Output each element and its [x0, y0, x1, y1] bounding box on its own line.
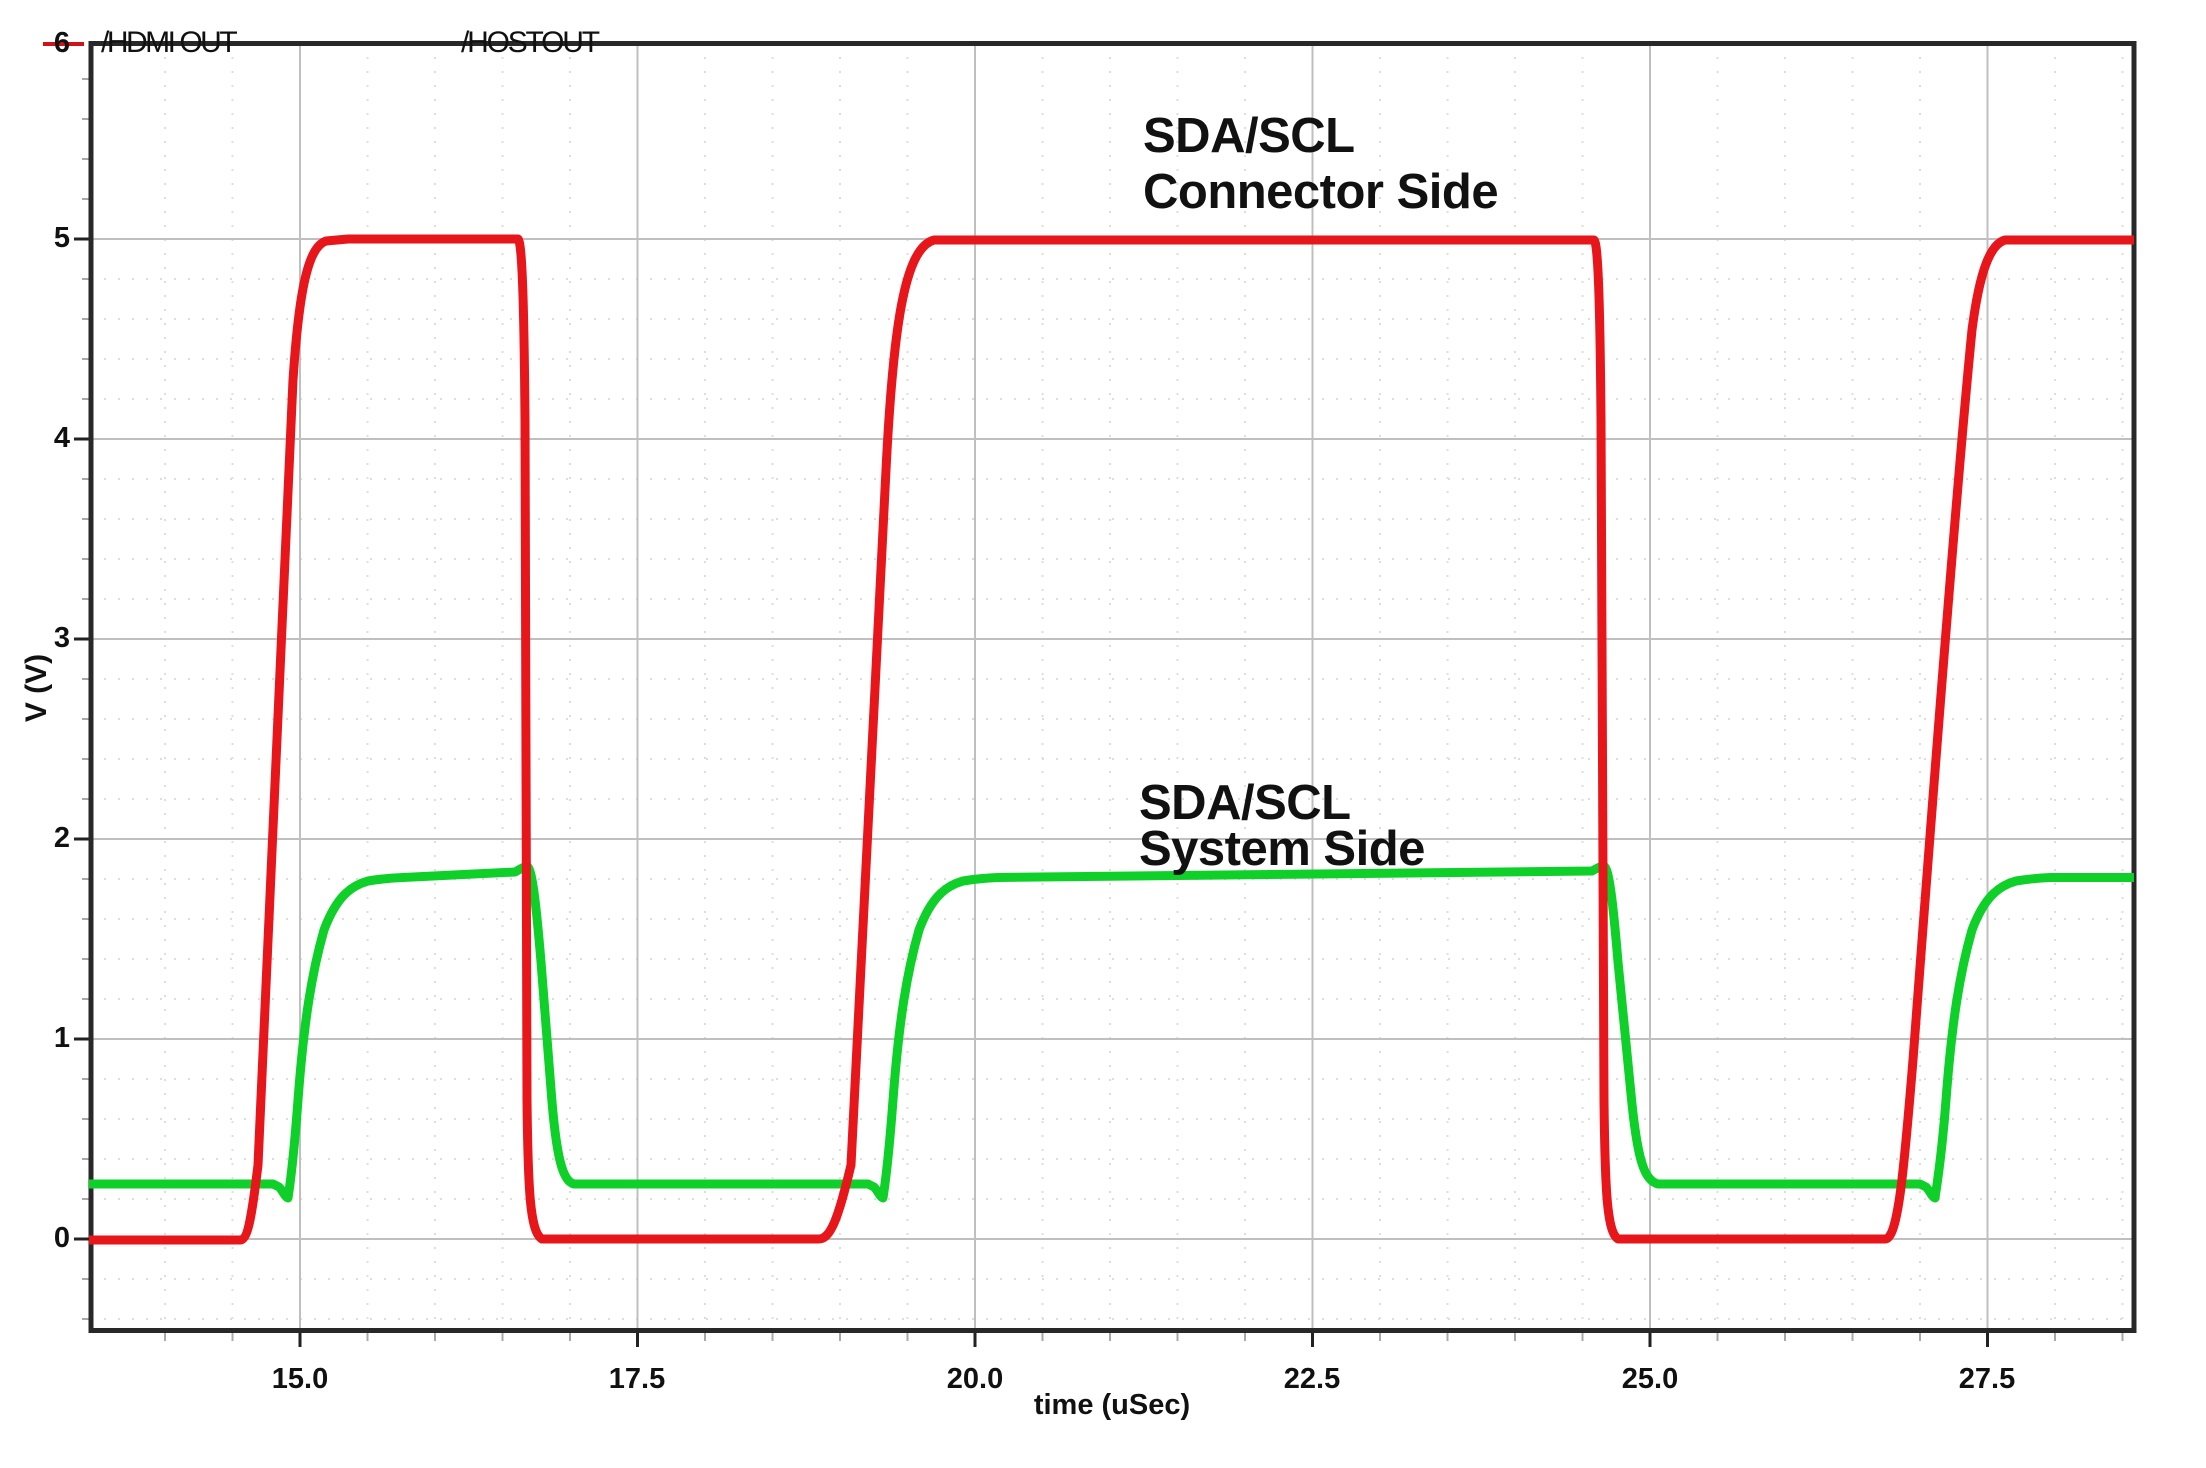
svg-text:6: 6	[54, 27, 70, 59]
svg-text:3: 3	[54, 622, 70, 654]
svg-text:27.5: 27.5	[1959, 1363, 2015, 1395]
svg-text:0: 0	[54, 1222, 70, 1254]
svg-text:4: 4	[54, 422, 70, 454]
svg-text:V (V): V (V)	[20, 654, 53, 722]
svg-text:/HDMI OUT: /HDMI OUT	[101, 26, 237, 59]
svg-text:25.0: 25.0	[1622, 1363, 1678, 1395]
svg-text:System Side: System Side	[1139, 822, 1425, 876]
svg-text:1: 1	[54, 1022, 70, 1054]
svg-text:22.5: 22.5	[1284, 1363, 1340, 1395]
svg-text:SDA/SCL: SDA/SCL	[1143, 109, 1355, 163]
svg-text:Connector Side: Connector Side	[1143, 165, 1498, 219]
svg-text:5: 5	[54, 222, 70, 254]
svg-text:time (uSec): time (uSec)	[1034, 1389, 1190, 1421]
svg-text:17.5: 17.5	[609, 1363, 665, 1395]
svg-text:15.0: 15.0	[272, 1363, 328, 1395]
svg-text:2: 2	[54, 822, 70, 854]
svg-text:SDA/SCL: SDA/SCL	[1139, 776, 1351, 830]
svg-text:20.0: 20.0	[947, 1363, 1003, 1395]
svg-text:/HOSTOUT: /HOSTOUT	[461, 26, 600, 59]
